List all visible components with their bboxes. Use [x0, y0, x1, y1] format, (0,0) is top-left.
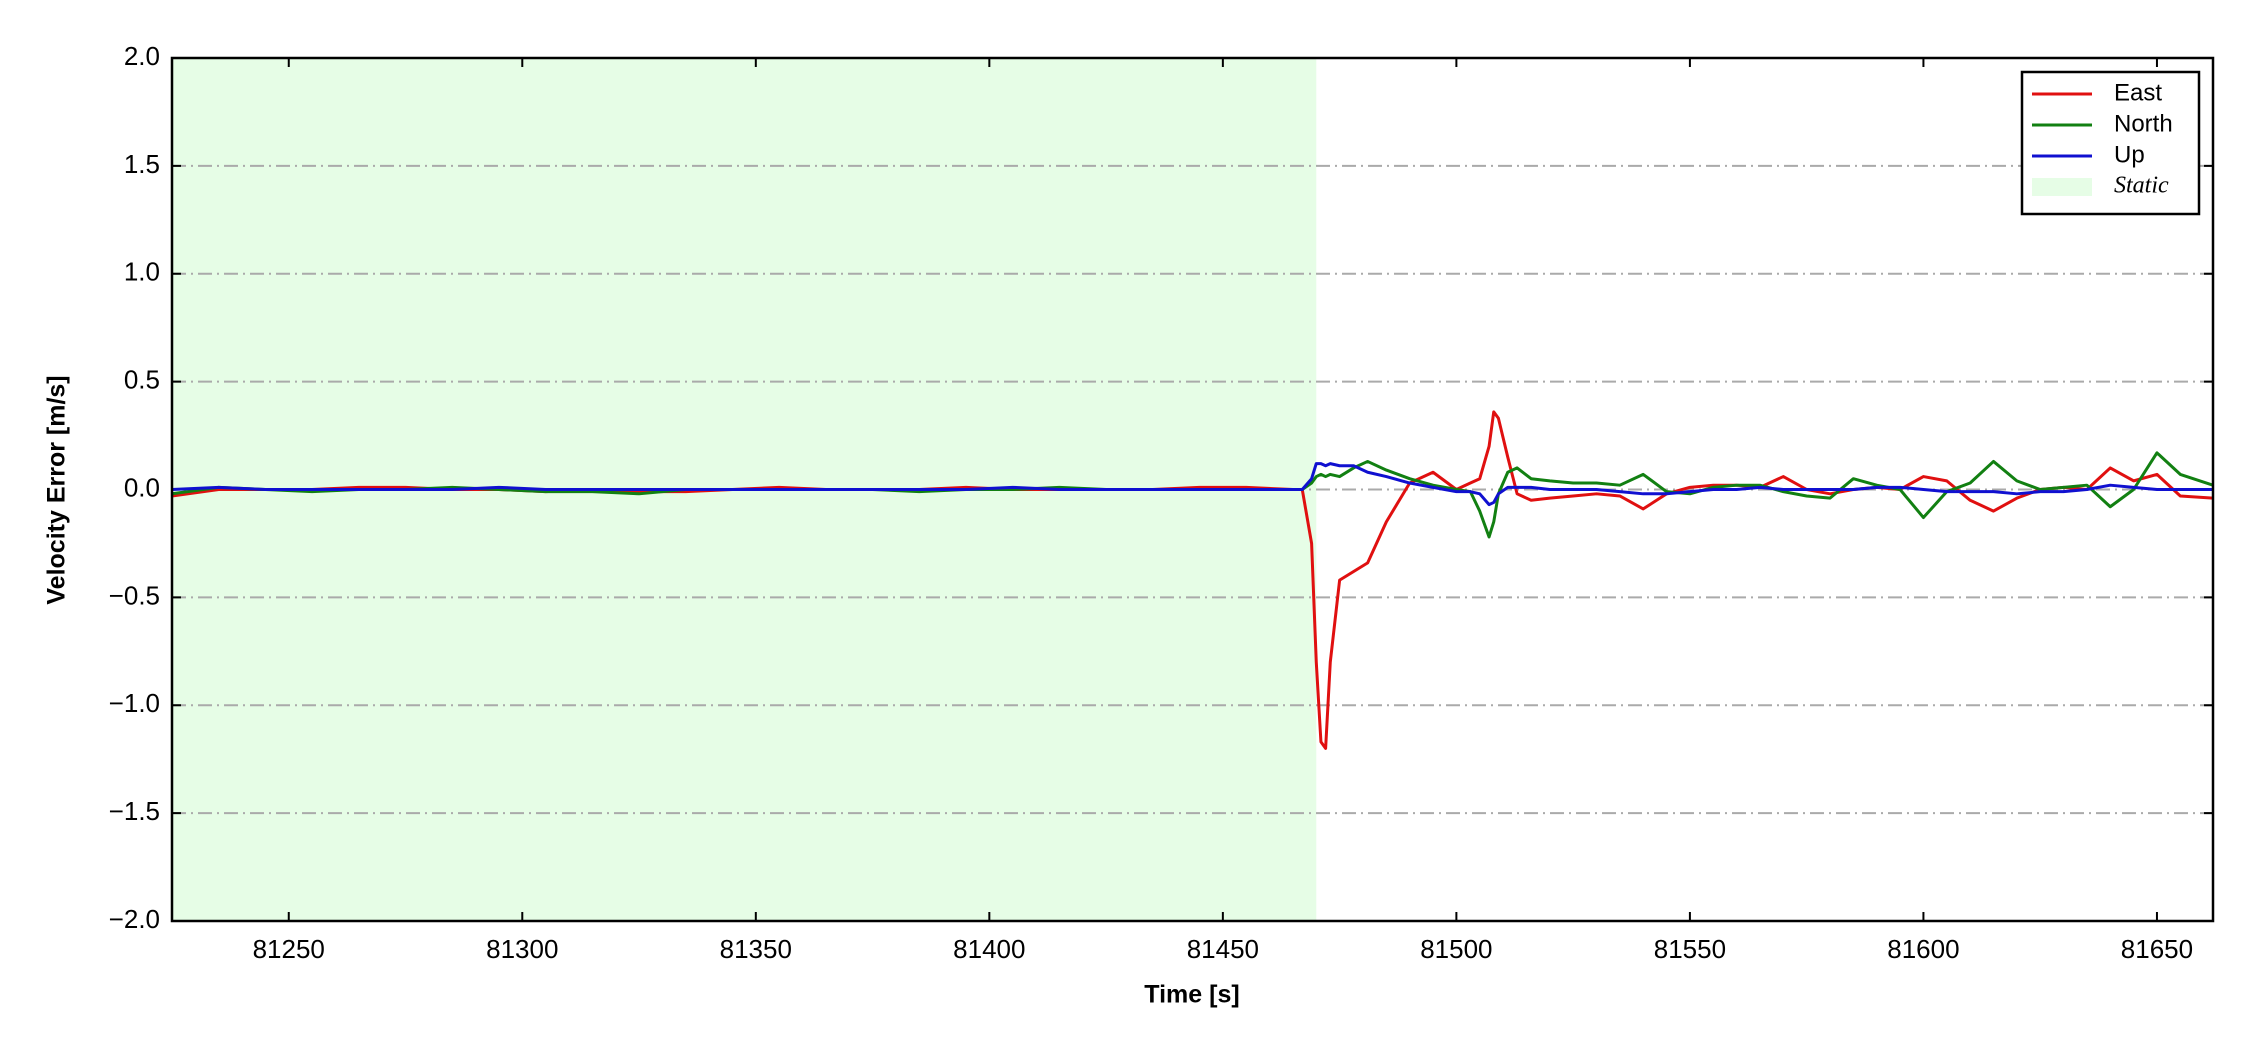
x-tick-label: 81300	[486, 934, 558, 964]
x-tick-label: 81650	[2121, 934, 2193, 964]
y-tick-label: −2.0	[109, 904, 160, 934]
legend-label: East	[2114, 79, 2162, 106]
x-tick-label: 81400	[953, 934, 1025, 964]
legend-label: Up	[2114, 141, 2145, 168]
x-tick-label: 81550	[1654, 934, 1726, 964]
plot-frame	[170, 56, 2215, 923]
x-axis-label: Time [s]	[1144, 981, 1239, 1009]
legend-label: North	[2114, 110, 2173, 137]
y-tick-label: 1.0	[124, 257, 160, 287]
series-line	[172, 462, 2213, 507]
x-tick-label: 81450	[1187, 934, 1259, 964]
x-tick-label: 81600	[1887, 934, 1959, 964]
y-tick-label: −1.5	[109, 796, 160, 826]
y-tick-label: 2.0	[124, 41, 160, 71]
x-tick-label: 81500	[1420, 934, 1492, 964]
y-tick-label: 0.5	[124, 365, 160, 395]
x-tick-label: 81350	[720, 934, 792, 964]
y-tick-label: 0.0	[124, 472, 160, 502]
x-tick-label: 81250	[253, 934, 325, 964]
y-tick-label: −0.5	[109, 580, 160, 610]
y-tick-label: −1.0	[109, 688, 160, 718]
y-axis-label: Velocity Error [m/s]	[43, 375, 71, 604]
legend-label: Static	[2114, 173, 2169, 199]
legend-swatch	[2032, 178, 2092, 196]
y-tick-label: 1.5	[124, 149, 160, 179]
